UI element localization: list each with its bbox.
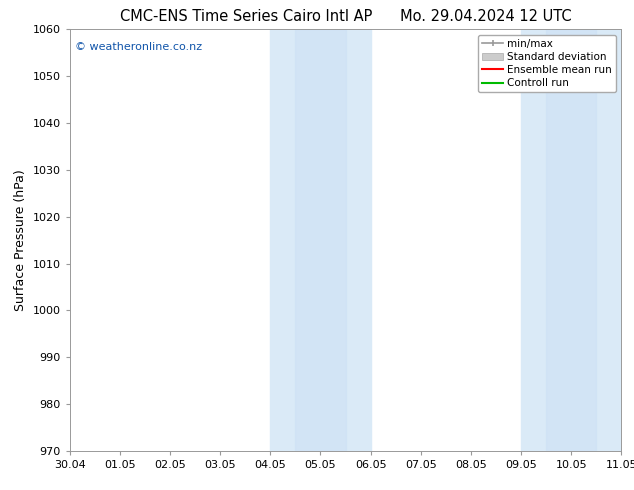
Y-axis label: Surface Pressure (hPa): Surface Pressure (hPa) [14, 169, 27, 311]
Bar [521, 29, 621, 451]
Bar [295, 29, 346, 451]
Text: © weatheronline.co.nz: © weatheronline.co.nz [75, 42, 202, 52]
Legend: min/max, Standard deviation, Ensemble mean run, Controll run: min/max, Standard deviation, Ensemble me… [478, 35, 616, 92]
Title: CMC-ENS Time Series Cairo Intl AP      Mo. 29.04.2024 12 UTC: CMC-ENS Time Series Cairo Intl AP Mo. 29… [120, 9, 571, 24]
Bar [546, 29, 596, 451]
Bar [270, 29, 371, 451]
